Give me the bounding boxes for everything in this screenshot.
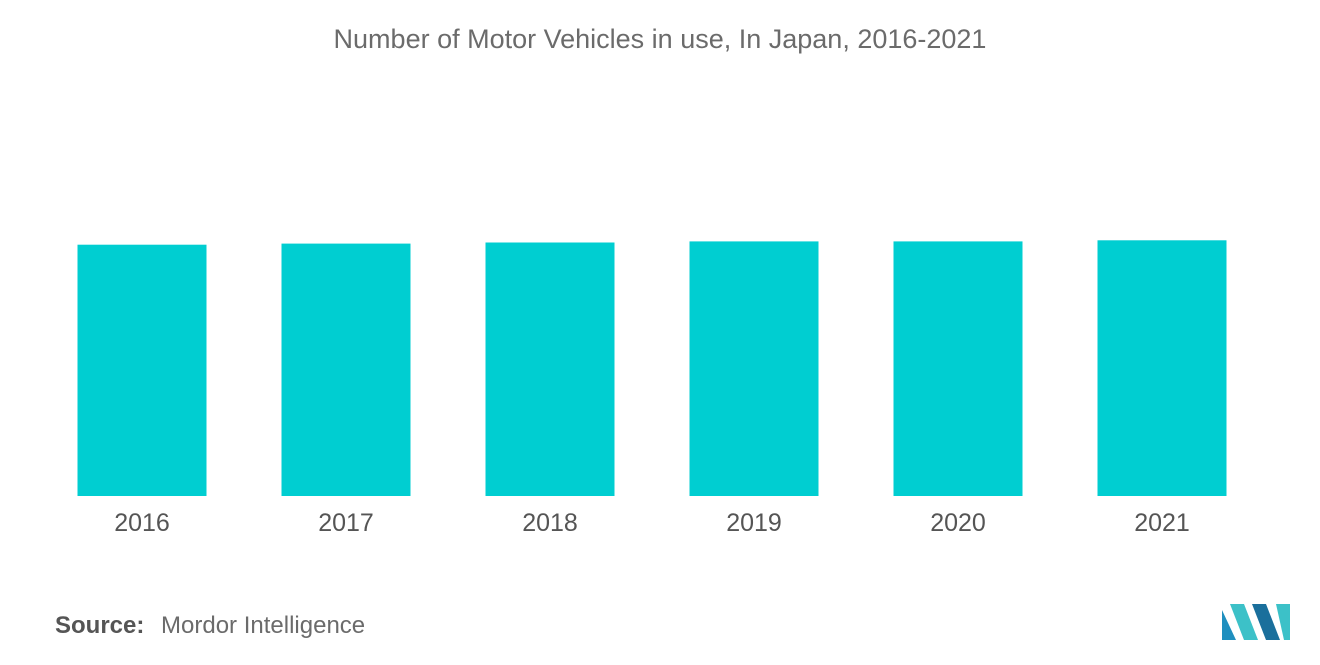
x-tick-label-2019: 2019 xyxy=(726,509,782,537)
source-label: Source: xyxy=(55,612,145,639)
bar-2019 xyxy=(689,241,819,496)
bar-2020 xyxy=(893,241,1023,496)
bar-2017 xyxy=(281,243,411,496)
x-tick-label-2020: 2020 xyxy=(930,509,986,537)
source-name: Mordor Intelligence xyxy=(161,612,366,639)
bar-2018 xyxy=(485,242,615,496)
x-tick-label-2021: 2021 xyxy=(1134,509,1190,537)
x-tick-label-2018: 2018 xyxy=(522,509,578,537)
bar-2021 xyxy=(1097,240,1227,496)
source-note: Source: Mordor Intelligence xyxy=(55,612,365,640)
mordor-intelligence-logo-icon xyxy=(1222,604,1290,640)
bar-chart: 2016 2017 2018 2019 2020 2021 xyxy=(77,240,1227,537)
bar-2016 xyxy=(77,244,207,496)
x-tick-label-2016: 2016 xyxy=(114,509,170,537)
x-tick-label-2017: 2017 xyxy=(318,509,374,537)
chart-title: Number of Motor Vehicles in use, In Japa… xyxy=(333,24,987,54)
